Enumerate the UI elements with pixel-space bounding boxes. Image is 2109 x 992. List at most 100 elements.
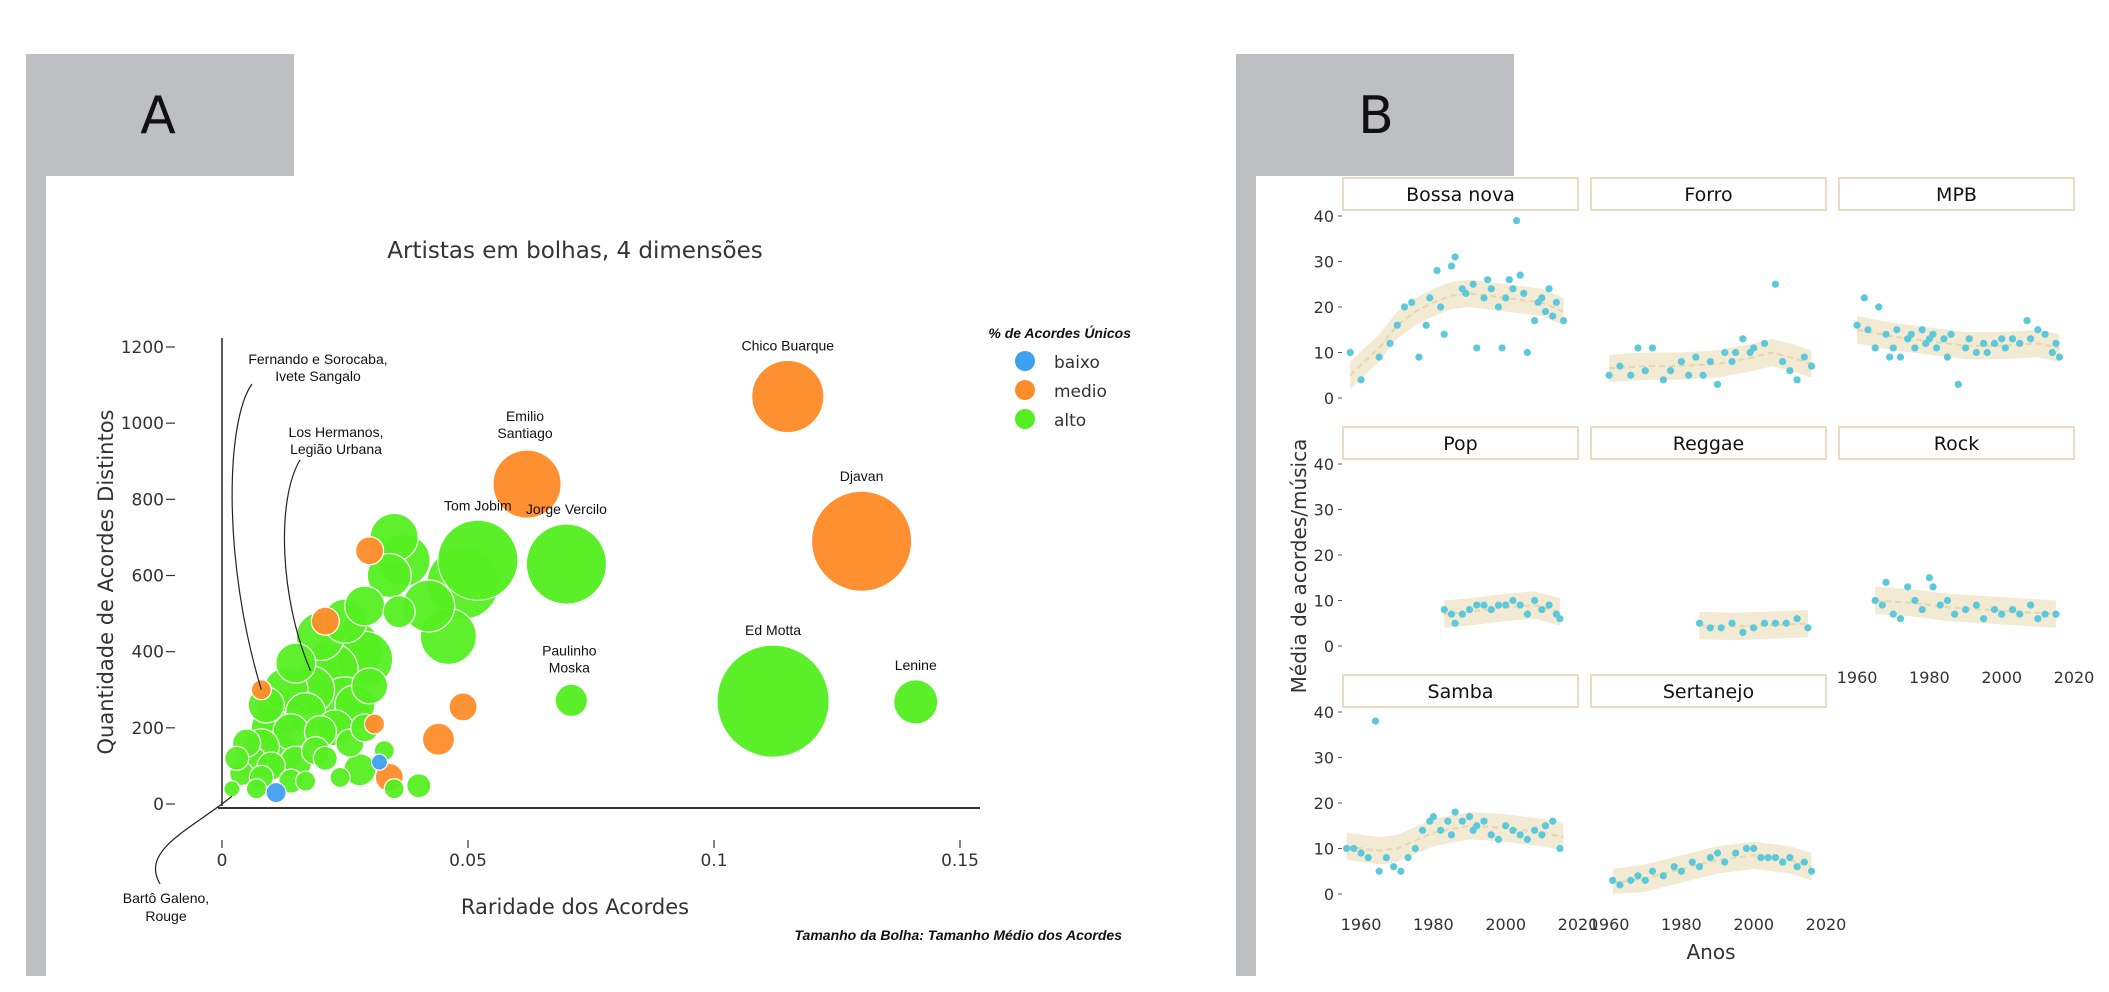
data-point (1677, 867, 1685, 875)
data-point (1728, 619, 1736, 627)
data-point (1447, 831, 1456, 839)
data-point (1713, 849, 1722, 857)
data-point (1346, 348, 1354, 357)
data-point (1972, 601, 1980, 609)
y-tick-label: 40 (1314, 455, 1334, 474)
data-point (1739, 335, 1747, 343)
data-point (1531, 826, 1539, 834)
data-point (1541, 822, 1550, 830)
x-tick-label: 1960 (1589, 915, 1630, 934)
data-point (2016, 610, 2024, 618)
data-point (2048, 348, 2056, 357)
data-point (1458, 817, 1466, 825)
data-point (1437, 303, 1445, 311)
legend-title: % de Acordes Únicos (988, 324, 1131, 341)
data-point (1936, 601, 1944, 609)
data-point (1943, 596, 1952, 605)
data-point (1404, 854, 1412, 862)
facet-strip (1342, 177, 1579, 211)
data-point (1538, 831, 1546, 839)
x-tick-label: 0.15 (941, 851, 979, 871)
data-point (1807, 867, 1816, 875)
data-point (1531, 317, 1539, 325)
data-point (1882, 578, 1890, 586)
y-tick-label: 20 (1314, 794, 1334, 813)
data-point (1911, 344, 1919, 352)
data-point (1371, 717, 1380, 725)
bubble-point-labeled (893, 679, 939, 725)
data-point (1666, 367, 1675, 375)
data-point (1375, 353, 1383, 361)
data-point (1605, 371, 1613, 379)
data-point (1422, 321, 1430, 329)
data-point (1433, 267, 1441, 275)
bubble-point-labeled (811, 490, 913, 592)
data-point (2052, 339, 2060, 347)
x-tick-label: 2020 (1558, 915, 1599, 934)
data-point (1648, 867, 1657, 875)
bubble-label: Djavan (840, 468, 884, 484)
data-point (1961, 606, 1970, 614)
bubble-point (329, 766, 351, 788)
bubble-point-labeled (751, 360, 825, 434)
legend-label: alto (1054, 411, 1086, 431)
data-point (1473, 344, 1481, 352)
facet-strip (1342, 674, 1579, 708)
data-point (1400, 303, 1409, 311)
data-point (1886, 353, 1894, 361)
data-point (1556, 615, 1564, 623)
data-point (1451, 619, 1459, 627)
facet-strip (1838, 177, 2075, 211)
data-point (1699, 371, 1707, 379)
bubble-point-labeled (554, 683, 588, 717)
y-tick-label: 10 (1314, 592, 1334, 611)
x-tick-label: 1980 (1661, 915, 1702, 934)
data-point (1918, 606, 1926, 614)
x-tick-label: 1960 (1837, 668, 1878, 687)
x-tick-label: 0.1 (700, 851, 727, 871)
data-point (1918, 326, 1926, 334)
bubble-label: Moska (549, 659, 590, 675)
data-point (2001, 344, 2009, 352)
panel-a-label-box (26, 54, 294, 176)
data-point (1793, 863, 1801, 871)
data-point (1487, 606, 1495, 614)
data-point (1556, 844, 1564, 853)
trend-line (1609, 351, 1812, 370)
data-point (1494, 601, 1503, 609)
bubble-point (351, 667, 389, 705)
data-point (1782, 619, 1790, 627)
data-point (1695, 863, 1704, 871)
data-point (1907, 330, 1915, 338)
data-point (1779, 358, 1787, 366)
data-point (1473, 601, 1481, 609)
data-point (1896, 353, 1905, 361)
data-point (1627, 371, 1635, 379)
data-point (1516, 831, 1524, 839)
bubble-label: Tom Jobim (444, 497, 512, 513)
data-point (1415, 353, 1423, 361)
data-point (1505, 276, 1513, 284)
data-point (1990, 606, 1999, 614)
data-point (1732, 348, 1740, 357)
x-tick-label: 1960 (1341, 915, 1382, 934)
data-point (1875, 303, 1883, 311)
data-point (1609, 876, 1617, 884)
data-point (1760, 619, 1769, 627)
data-point (1545, 285, 1553, 293)
data-point (1972, 348, 1980, 357)
data-point (1538, 606, 1546, 614)
facet-strip (1590, 674, 1827, 708)
data-point (1426, 294, 1434, 302)
data-point (1659, 872, 1667, 880)
legend-swatch (1015, 351, 1035, 371)
data-point (1447, 610, 1456, 618)
trend-line (1349, 292, 1564, 377)
data-point (1904, 583, 1912, 591)
chart-b-y-label: Média de acordes/música (1287, 439, 1311, 694)
data-point (1793, 376, 1801, 384)
y-tick-label: 1200 (121, 338, 164, 358)
data-point (1889, 344, 1897, 352)
bubble-label: Santiago (497, 425, 552, 441)
pointer-label: Legião Urbana (290, 441, 382, 457)
